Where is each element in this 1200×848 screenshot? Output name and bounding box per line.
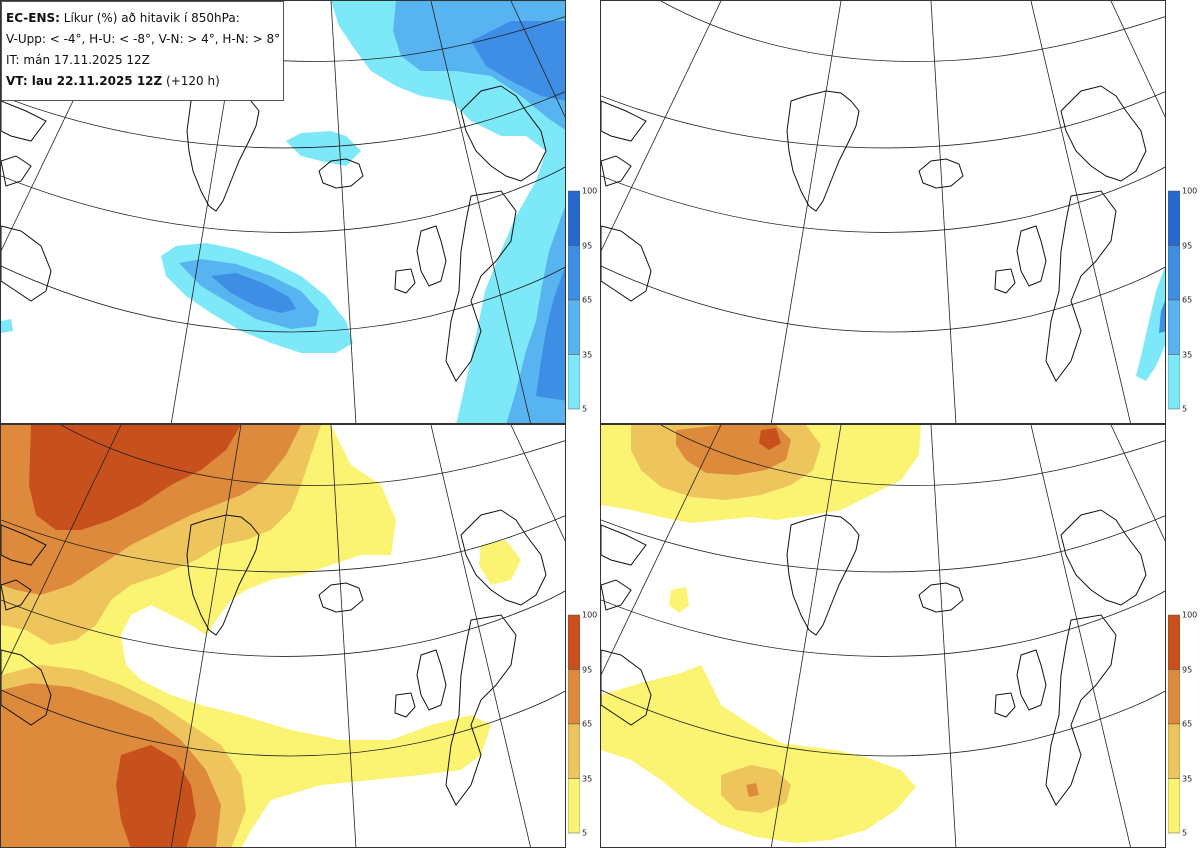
map-warm-8 xyxy=(601,425,1165,847)
colorbar-band xyxy=(1168,245,1180,301)
colorbar-band xyxy=(1168,299,1180,355)
colorbar-tick-label: 100 xyxy=(1182,186,1198,196)
colorbar-tick-label: 5 xyxy=(582,828,588,838)
colorbar-band xyxy=(1168,190,1180,246)
colorbar-band xyxy=(568,614,580,670)
legend-valid-time: VT: lau 22.11.2025 12Z xyxy=(6,74,163,88)
map-cold-8 xyxy=(601,1,1165,423)
probability-fill xyxy=(601,425,921,843)
colorbar-band xyxy=(568,669,580,725)
colorbar-tick-label: 95 xyxy=(582,241,593,250)
colorbar-band xyxy=(568,723,580,779)
colorbar-warm-8: 100 95 65 35 5 xyxy=(1168,610,1198,838)
graticule xyxy=(1,425,565,847)
colorbar-tick-label: 95 xyxy=(1182,665,1193,674)
colorbar-band xyxy=(568,245,580,301)
probability-fill xyxy=(1,425,521,847)
colorbar-band xyxy=(1168,354,1180,410)
probability-fill xyxy=(1136,266,1165,381)
legend-source: EC-ENS: xyxy=(6,11,60,25)
colorbar-swatches xyxy=(568,190,580,410)
colorbar-band xyxy=(568,354,580,410)
map-legend: EC-ENS: Líkur (%) að hitavik í 850hPa: V… xyxy=(1,1,284,101)
colorbar-band xyxy=(568,778,580,834)
colorbar-band xyxy=(1168,723,1180,779)
map-cold-4 xyxy=(1,1,565,423)
colorbar-warm-4: 100 95 65 35 5 xyxy=(568,610,598,838)
colorbar-band xyxy=(568,190,580,246)
colorbar-tick-label: 5 xyxy=(582,404,588,414)
colorbar-cold-4: 100 95 65 35 5 xyxy=(568,186,598,414)
coastlines xyxy=(601,509,1147,806)
colorbar-tick-label: 35 xyxy=(582,774,593,783)
colorbar-band xyxy=(1168,778,1180,834)
probability-fill xyxy=(1,1,565,423)
legend-init-time: IT: mán 17.11.2025 12Z xyxy=(6,53,150,67)
graticule xyxy=(601,1,1165,423)
colorbar-band xyxy=(1168,669,1180,725)
colorbar-swatches xyxy=(1168,614,1180,834)
colorbar-band xyxy=(568,299,580,355)
colorbar-tick-label: 95 xyxy=(1182,241,1193,250)
colorbar-tick-label: 5 xyxy=(1182,828,1188,838)
colorbar-tick-label: 5 xyxy=(1182,404,1188,414)
map-panel-cold-4: EC-ENS: Líkur (%) að hitavik í 850hPa: V… xyxy=(0,0,566,424)
colorbar-tick-label: 100 xyxy=(582,186,598,196)
colorbar-tick-label: 35 xyxy=(1182,350,1193,359)
colorbar-tick-label: 35 xyxy=(1182,774,1193,783)
colorbar-swatches xyxy=(568,614,580,834)
map-panel-cold-8 xyxy=(600,0,1166,424)
map-panel-warm-4 xyxy=(0,424,566,848)
colorbar-tick-label: 35 xyxy=(582,350,593,359)
colorbar-band xyxy=(1168,614,1180,670)
colorbar-tick-label: 95 xyxy=(582,665,593,674)
legend-title: Líkur (%) að hitavik í 850hPa: xyxy=(59,11,240,25)
legend-thresholds: V-Upp: < -4°, H-U: < -8°, V-N: > 4°, H-N… xyxy=(6,32,281,46)
colorbar-cold-8: 100 95 65 35 5 xyxy=(1168,186,1198,414)
colorbar-tick-label: 100 xyxy=(582,610,598,620)
colorbar-tick-label: 65 xyxy=(582,295,593,305)
coastlines xyxy=(1,509,547,806)
colorbar-swatches xyxy=(1168,190,1180,410)
colorbar-tick-label: 65 xyxy=(1182,295,1193,305)
colorbar-tick-label: 65 xyxy=(582,719,593,729)
coastlines xyxy=(601,85,1147,382)
map-warm-4 xyxy=(1,425,565,847)
colorbar-tick-label: 100 xyxy=(1182,610,1198,620)
legend-lead-time: (+120 h) xyxy=(162,74,220,88)
graticule xyxy=(601,425,1165,847)
map-panel-warm-8 xyxy=(600,424,1166,848)
colorbar-tick-label: 65 xyxy=(1182,719,1193,729)
